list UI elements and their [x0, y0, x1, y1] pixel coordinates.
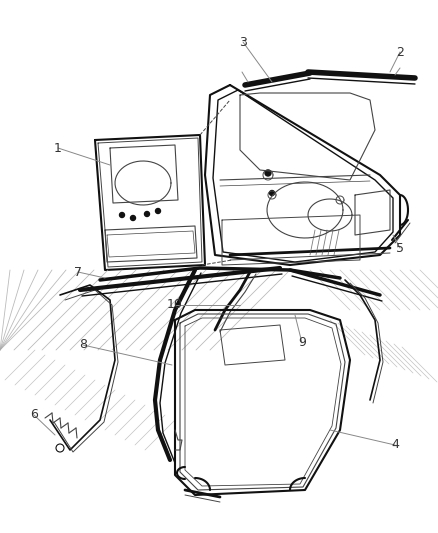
- Text: 10: 10: [167, 298, 183, 311]
- Text: 8: 8: [79, 338, 87, 351]
- Circle shape: [120, 213, 124, 217]
- Circle shape: [265, 170, 271, 176]
- Text: 4: 4: [391, 439, 399, 451]
- Text: 3: 3: [239, 36, 247, 49]
- Text: 6: 6: [30, 408, 38, 422]
- Circle shape: [145, 212, 149, 216]
- Text: 1: 1: [54, 141, 62, 155]
- Circle shape: [269, 190, 275, 196]
- Text: 9: 9: [298, 336, 306, 350]
- Text: 5: 5: [396, 241, 404, 254]
- Circle shape: [131, 215, 135, 221]
- Text: 7: 7: [74, 265, 82, 279]
- Circle shape: [155, 208, 160, 214]
- Text: 2: 2: [396, 45, 404, 59]
